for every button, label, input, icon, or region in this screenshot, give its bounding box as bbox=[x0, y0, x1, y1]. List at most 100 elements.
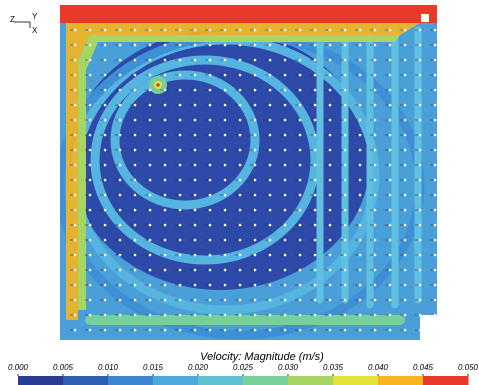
vector-dot bbox=[403, 298, 407, 302]
vector-dot bbox=[103, 58, 107, 62]
vector-dot bbox=[133, 253, 137, 257]
vector-dot bbox=[133, 163, 137, 167]
vector-dot bbox=[88, 283, 92, 287]
vector-dot bbox=[433, 28, 437, 32]
vector-dot bbox=[238, 73, 242, 77]
vector-dot bbox=[328, 268, 332, 272]
vector-dot bbox=[313, 133, 317, 137]
vector-dot bbox=[133, 58, 137, 62]
vector-dot bbox=[343, 223, 347, 227]
vector-dot bbox=[433, 298, 437, 302]
vector-dot bbox=[358, 208, 362, 212]
vector-dot bbox=[268, 103, 272, 107]
colorbar-tick-label: 0.005 bbox=[53, 363, 74, 372]
colorbar-title: Velocity: Magnitude (m/s) bbox=[200, 351, 324, 363]
vector-dot bbox=[208, 223, 212, 227]
vector-dot bbox=[193, 313, 197, 317]
vector-dot bbox=[253, 28, 257, 32]
vector-dot bbox=[373, 283, 377, 287]
vector-dot bbox=[358, 193, 362, 197]
triad-label: X bbox=[32, 26, 38, 35]
vector-dot bbox=[418, 73, 422, 77]
vector-dot bbox=[178, 88, 182, 92]
vector-dot bbox=[328, 283, 332, 287]
vector-dot bbox=[313, 163, 317, 167]
vector-dot bbox=[298, 28, 302, 32]
vector-dot bbox=[253, 208, 257, 212]
vector-dot bbox=[373, 73, 377, 77]
vector-dot bbox=[73, 88, 77, 92]
vector-dot bbox=[118, 73, 122, 77]
vector-dot bbox=[418, 223, 422, 227]
vector-dot bbox=[208, 43, 212, 47]
vector-dot bbox=[118, 193, 122, 197]
vector-dot bbox=[358, 148, 362, 152]
vector-dot bbox=[118, 148, 122, 152]
vector-dot bbox=[313, 328, 317, 332]
colorbar-segment bbox=[108, 376, 154, 385]
vector-dot bbox=[193, 133, 197, 137]
vector-dot bbox=[358, 223, 362, 227]
vector-dot bbox=[133, 328, 137, 332]
vector-dot bbox=[388, 328, 392, 332]
colorbar-segment bbox=[198, 376, 244, 385]
vector-dot bbox=[163, 103, 167, 107]
vector-dot bbox=[238, 58, 242, 62]
vector-dot bbox=[298, 148, 302, 152]
vector-dot bbox=[178, 43, 182, 47]
vector-dot bbox=[373, 298, 377, 302]
vector-dot bbox=[163, 133, 167, 137]
vector-dot bbox=[343, 328, 347, 332]
colorbar-tick-label: 0.025 bbox=[233, 363, 254, 372]
vector-dot bbox=[403, 163, 407, 167]
vector-dot bbox=[433, 43, 437, 47]
vector-dot bbox=[103, 148, 107, 152]
vector-dot bbox=[178, 178, 182, 182]
colorbar-segment bbox=[423, 376, 469, 385]
vector-dot bbox=[118, 28, 122, 32]
vector-dot bbox=[148, 58, 152, 62]
vector-dot bbox=[373, 133, 377, 137]
vector-dot bbox=[313, 283, 317, 287]
vector-dot bbox=[403, 238, 407, 242]
vector-dot bbox=[403, 283, 407, 287]
vector-dot bbox=[103, 193, 107, 197]
vector-dot bbox=[373, 253, 377, 257]
vector-dot bbox=[88, 223, 92, 227]
vector-dot bbox=[133, 28, 137, 32]
vector-dot bbox=[208, 133, 212, 137]
vector-dot bbox=[418, 253, 422, 257]
vector-dot bbox=[268, 178, 272, 182]
vector-dot bbox=[253, 88, 257, 92]
vector-dot bbox=[343, 193, 347, 197]
vector-dot bbox=[253, 133, 257, 137]
vector-dot bbox=[148, 223, 152, 227]
vector-dot bbox=[328, 88, 332, 92]
vector-dot bbox=[418, 298, 422, 302]
vector-dot bbox=[238, 148, 242, 152]
vector-dot bbox=[433, 133, 437, 137]
vector-dot bbox=[343, 253, 347, 257]
vector-dot bbox=[283, 328, 287, 332]
vector-dot bbox=[388, 283, 392, 287]
vector-dot bbox=[418, 118, 422, 122]
vector-dot bbox=[178, 163, 182, 167]
vector-dot bbox=[433, 283, 437, 287]
vector-dot bbox=[373, 163, 377, 167]
vector-dot bbox=[373, 28, 377, 32]
vector-dot bbox=[193, 28, 197, 32]
vector-dot bbox=[343, 283, 347, 287]
vector-dot bbox=[418, 88, 422, 92]
vector-dot bbox=[328, 163, 332, 167]
vector-dot bbox=[328, 208, 332, 212]
vector-dot bbox=[163, 283, 167, 287]
vector-dot bbox=[73, 298, 77, 302]
vector-dot bbox=[163, 73, 167, 77]
vector-dot bbox=[148, 208, 152, 212]
vector-dot bbox=[373, 238, 377, 242]
vector-dot bbox=[223, 178, 227, 182]
vector-dot bbox=[418, 328, 422, 332]
vector-dot bbox=[193, 103, 197, 107]
vector-dot bbox=[223, 253, 227, 257]
vector-dot bbox=[223, 148, 227, 152]
